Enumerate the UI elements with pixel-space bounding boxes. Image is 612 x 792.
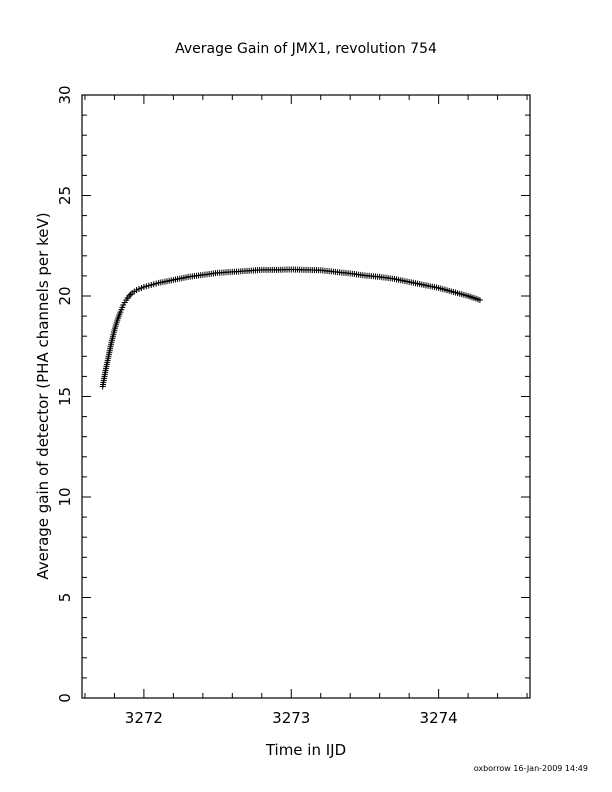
data-point [476,297,483,304]
x-tick-label: 3274 [420,709,458,727]
x-tick-label: 3272 [125,709,163,727]
plot-frame [81,94,531,699]
y-tick-label: 30 [56,85,74,104]
data-point [120,302,127,309]
x-axis-label: Time in IJD [265,741,346,759]
x-tick-label: 3273 [272,709,310,727]
chart-title: Average Gain of JMX1, revolution 754 [175,41,437,57]
data-series [99,266,483,390]
y-tick-label: 20 [56,286,74,305]
y-tick-label: 0 [56,693,74,703]
y-tick-label: 15 [56,387,74,406]
y-tick-label: 10 [56,487,74,506]
data-point [127,291,134,298]
footer-credit: oxborrow 16-Jan-2009 14:49 [474,764,588,773]
axis-ticks [82,94,530,699]
x-axis-tick-labels: 3272 3273 3274 [125,709,458,727]
y-tick-label: 5 [56,593,74,603]
y-axis-tick-labels: 0 5 10 15 20 25 30 [56,85,74,702]
data-point [121,299,128,306]
y-tick-label: 25 [56,186,74,205]
y-axis-label: Average gain of detector (PHA channels p… [34,212,52,579]
